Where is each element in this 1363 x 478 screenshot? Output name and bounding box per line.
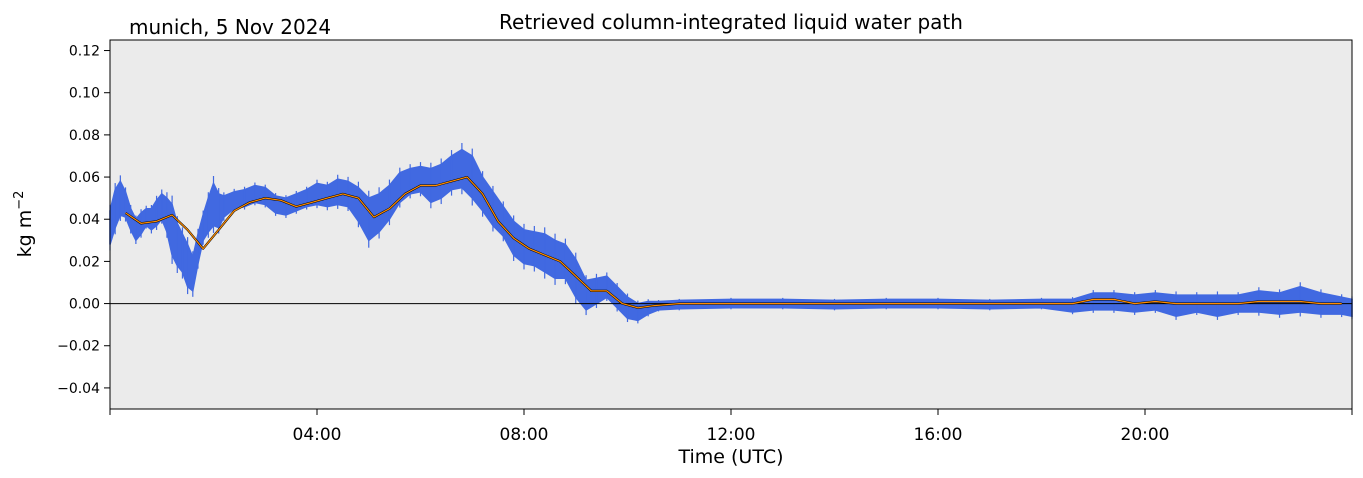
y-tick-label: 0.08 xyxy=(69,128,100,144)
y-tick-label: 0.10 xyxy=(69,86,100,102)
y-axis-label: kg m−2 xyxy=(12,191,36,258)
y-axis-label-base: kg m xyxy=(14,210,36,258)
y-tick-label: 0.04 xyxy=(69,212,100,228)
x-axis: 04:00 08:00 12:00 16:00 20:00 xyxy=(109,409,1353,445)
smoothed-lwp-series xyxy=(124,176,1342,309)
x-tick-label: 20:00 xyxy=(1121,425,1170,445)
y-tick-label: 0.02 xyxy=(69,254,100,270)
y-tick-label: 0.06 xyxy=(69,170,100,186)
chart-title: Retrieved column-integrated liquid water… xyxy=(499,10,963,34)
x-axis-label: Time (UTC) xyxy=(677,446,783,468)
y-tick-label: −0.02 xyxy=(57,339,100,355)
smoothed-lwp-line xyxy=(125,176,1342,309)
y-tick-label: 0.12 xyxy=(69,44,100,60)
y-tick-label: 0.00 xyxy=(69,297,100,313)
x-tick-label: 08:00 xyxy=(500,425,549,445)
y-axis: 0.12 0.10 0.08 0.06 0.04 0.02 0.00 −0.02 −0.04 xyxy=(57,44,110,397)
x-tick-label: 16:00 xyxy=(914,425,963,445)
y-tick-label: −0.04 xyxy=(57,381,100,397)
x-tick-label: 04:00 xyxy=(293,425,342,445)
y-axis-label-exponent: −2 xyxy=(12,191,27,210)
x-tick-label: 12:00 xyxy=(707,425,756,445)
plot-area xyxy=(110,40,1352,409)
chart-subtitle: munich, 5 Nov 2024 xyxy=(129,15,331,39)
